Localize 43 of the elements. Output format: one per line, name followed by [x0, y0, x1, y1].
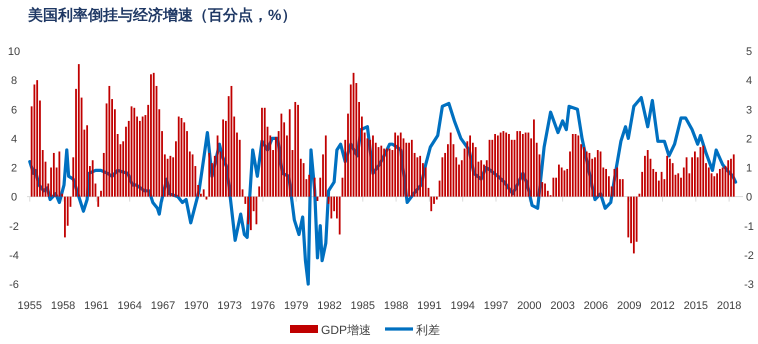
legend-label: 利差 [416, 323, 440, 337]
x-tick-label: 1964 [117, 300, 142, 312]
y-tick-label: 2 [10, 162, 18, 174]
y-tick-label: -4 [9, 250, 19, 262]
y-tick-label: -2 [9, 220, 19, 233]
x-tick-label: 1961 [84, 300, 109, 312]
x-tick-label: 1979 [284, 300, 308, 312]
x-tick-label: 2003 [550, 300, 575, 312]
x-tick-label: 2009 [616, 300, 642, 312]
y2-tick-label: 0 [746, 192, 752, 204]
y2-tick-label: -1 [744, 220, 754, 233]
y-tick-label: 6 [10, 104, 18, 116]
y-tick-label: 8 [10, 75, 18, 88]
x-tick-label: 2006 [584, 300, 608, 312]
x-tick-label: 1970 [184, 300, 209, 312]
x-tick-label: 2012 [650, 300, 675, 312]
y2-tick-label: -3 [744, 279, 754, 291]
y2-tick-label: 3 [746, 104, 752, 116]
x-tick-label: 2015 [684, 300, 708, 312]
title: 美国利率倒挂与经济增速（百分点，%） [28, 7, 296, 24]
y2-tick-label: 4 [746, 75, 752, 88]
x-tick-label: 1982 [317, 300, 342, 312]
x-tick-label: 1997 [484, 300, 508, 312]
x-tick-label: 2018 [716, 300, 742, 312]
x-tick-label: 1967 [150, 300, 176, 312]
x-tick-label: 1973 [217, 300, 242, 312]
x-tick-label: 1991 [417, 300, 442, 312]
x-tick-label: 1985 [350, 300, 376, 312]
x-tick-label: 1976 [250, 300, 276, 312]
y2-tick-label: 5 [746, 46, 752, 58]
y-tick-label: 4 [10, 133, 18, 146]
legend-label: GDP增速 [321, 323, 372, 337]
x-tick-label: 1958 [50, 300, 76, 312]
x-tick-label: 1955 [18, 300, 42, 312]
y-tick-label: 0 [10, 192, 18, 204]
x-tick-label: 1988 [384, 300, 408, 312]
y-tick-label: -6 [9, 279, 19, 291]
y-tick-label: 10 [8, 46, 20, 58]
x-tick-label: 2000 [517, 300, 542, 312]
y2-tick-label: -2 [744, 250, 754, 262]
y2-tick-label: 1 [746, 162, 752, 174]
y2-tick-label: 2 [746, 133, 752, 146]
x-tick-label: 1994 [450, 300, 475, 312]
